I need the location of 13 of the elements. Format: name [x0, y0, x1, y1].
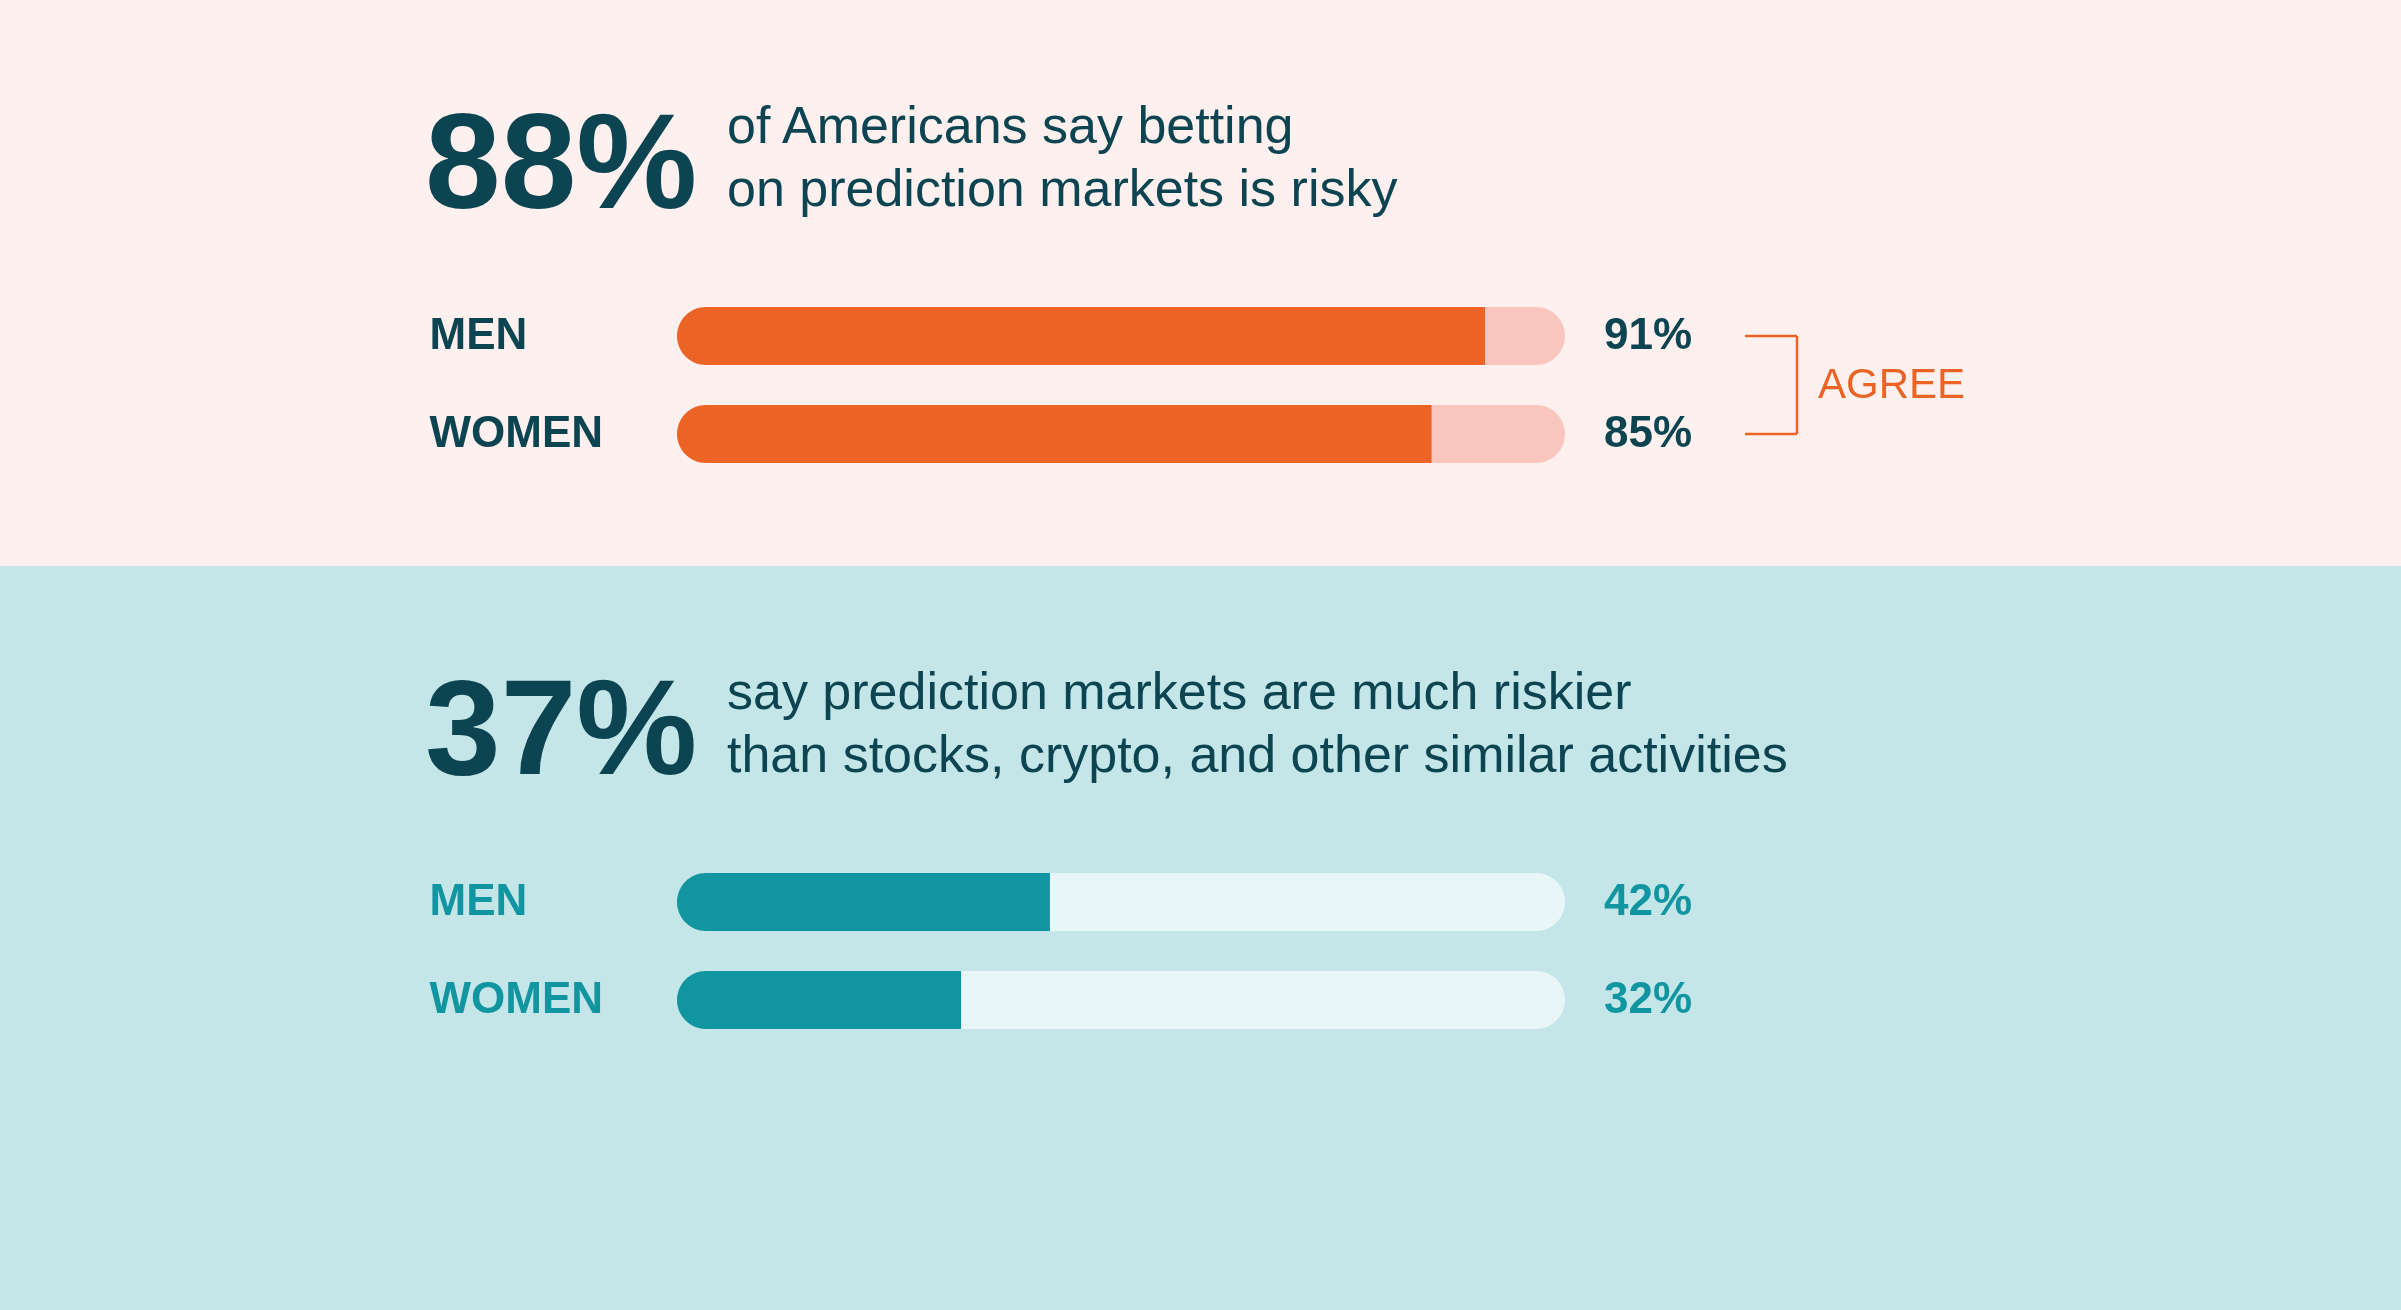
- y-tick-label: MEN: [429, 309, 528, 358]
- data-label: 32%: [1604, 973, 1693, 1022]
- data-label: 42%: [1604, 875, 1693, 924]
- chart-subtitle: of Americans say betting on prediction markets is risky: [727, 96, 1398, 217]
- text: AGREE: [1818, 360, 1966, 407]
- y-tick-label: WOMEN: [429, 407, 604, 456]
- chart-title: 88%: [425, 85, 698, 237]
- chart-subtitle: say prediction markets are much riskier than stocks, crypto, and other similar activities: [727, 662, 1788, 783]
- data-label: 91%: [1604, 309, 1693, 358]
- y-tick-label: WOMEN: [429, 973, 604, 1022]
- chart-title: 37%: [425, 651, 698, 803]
- data-label: 85%: [1604, 407, 1693, 456]
- y-tick-label: MEN: [429, 875, 528, 924]
